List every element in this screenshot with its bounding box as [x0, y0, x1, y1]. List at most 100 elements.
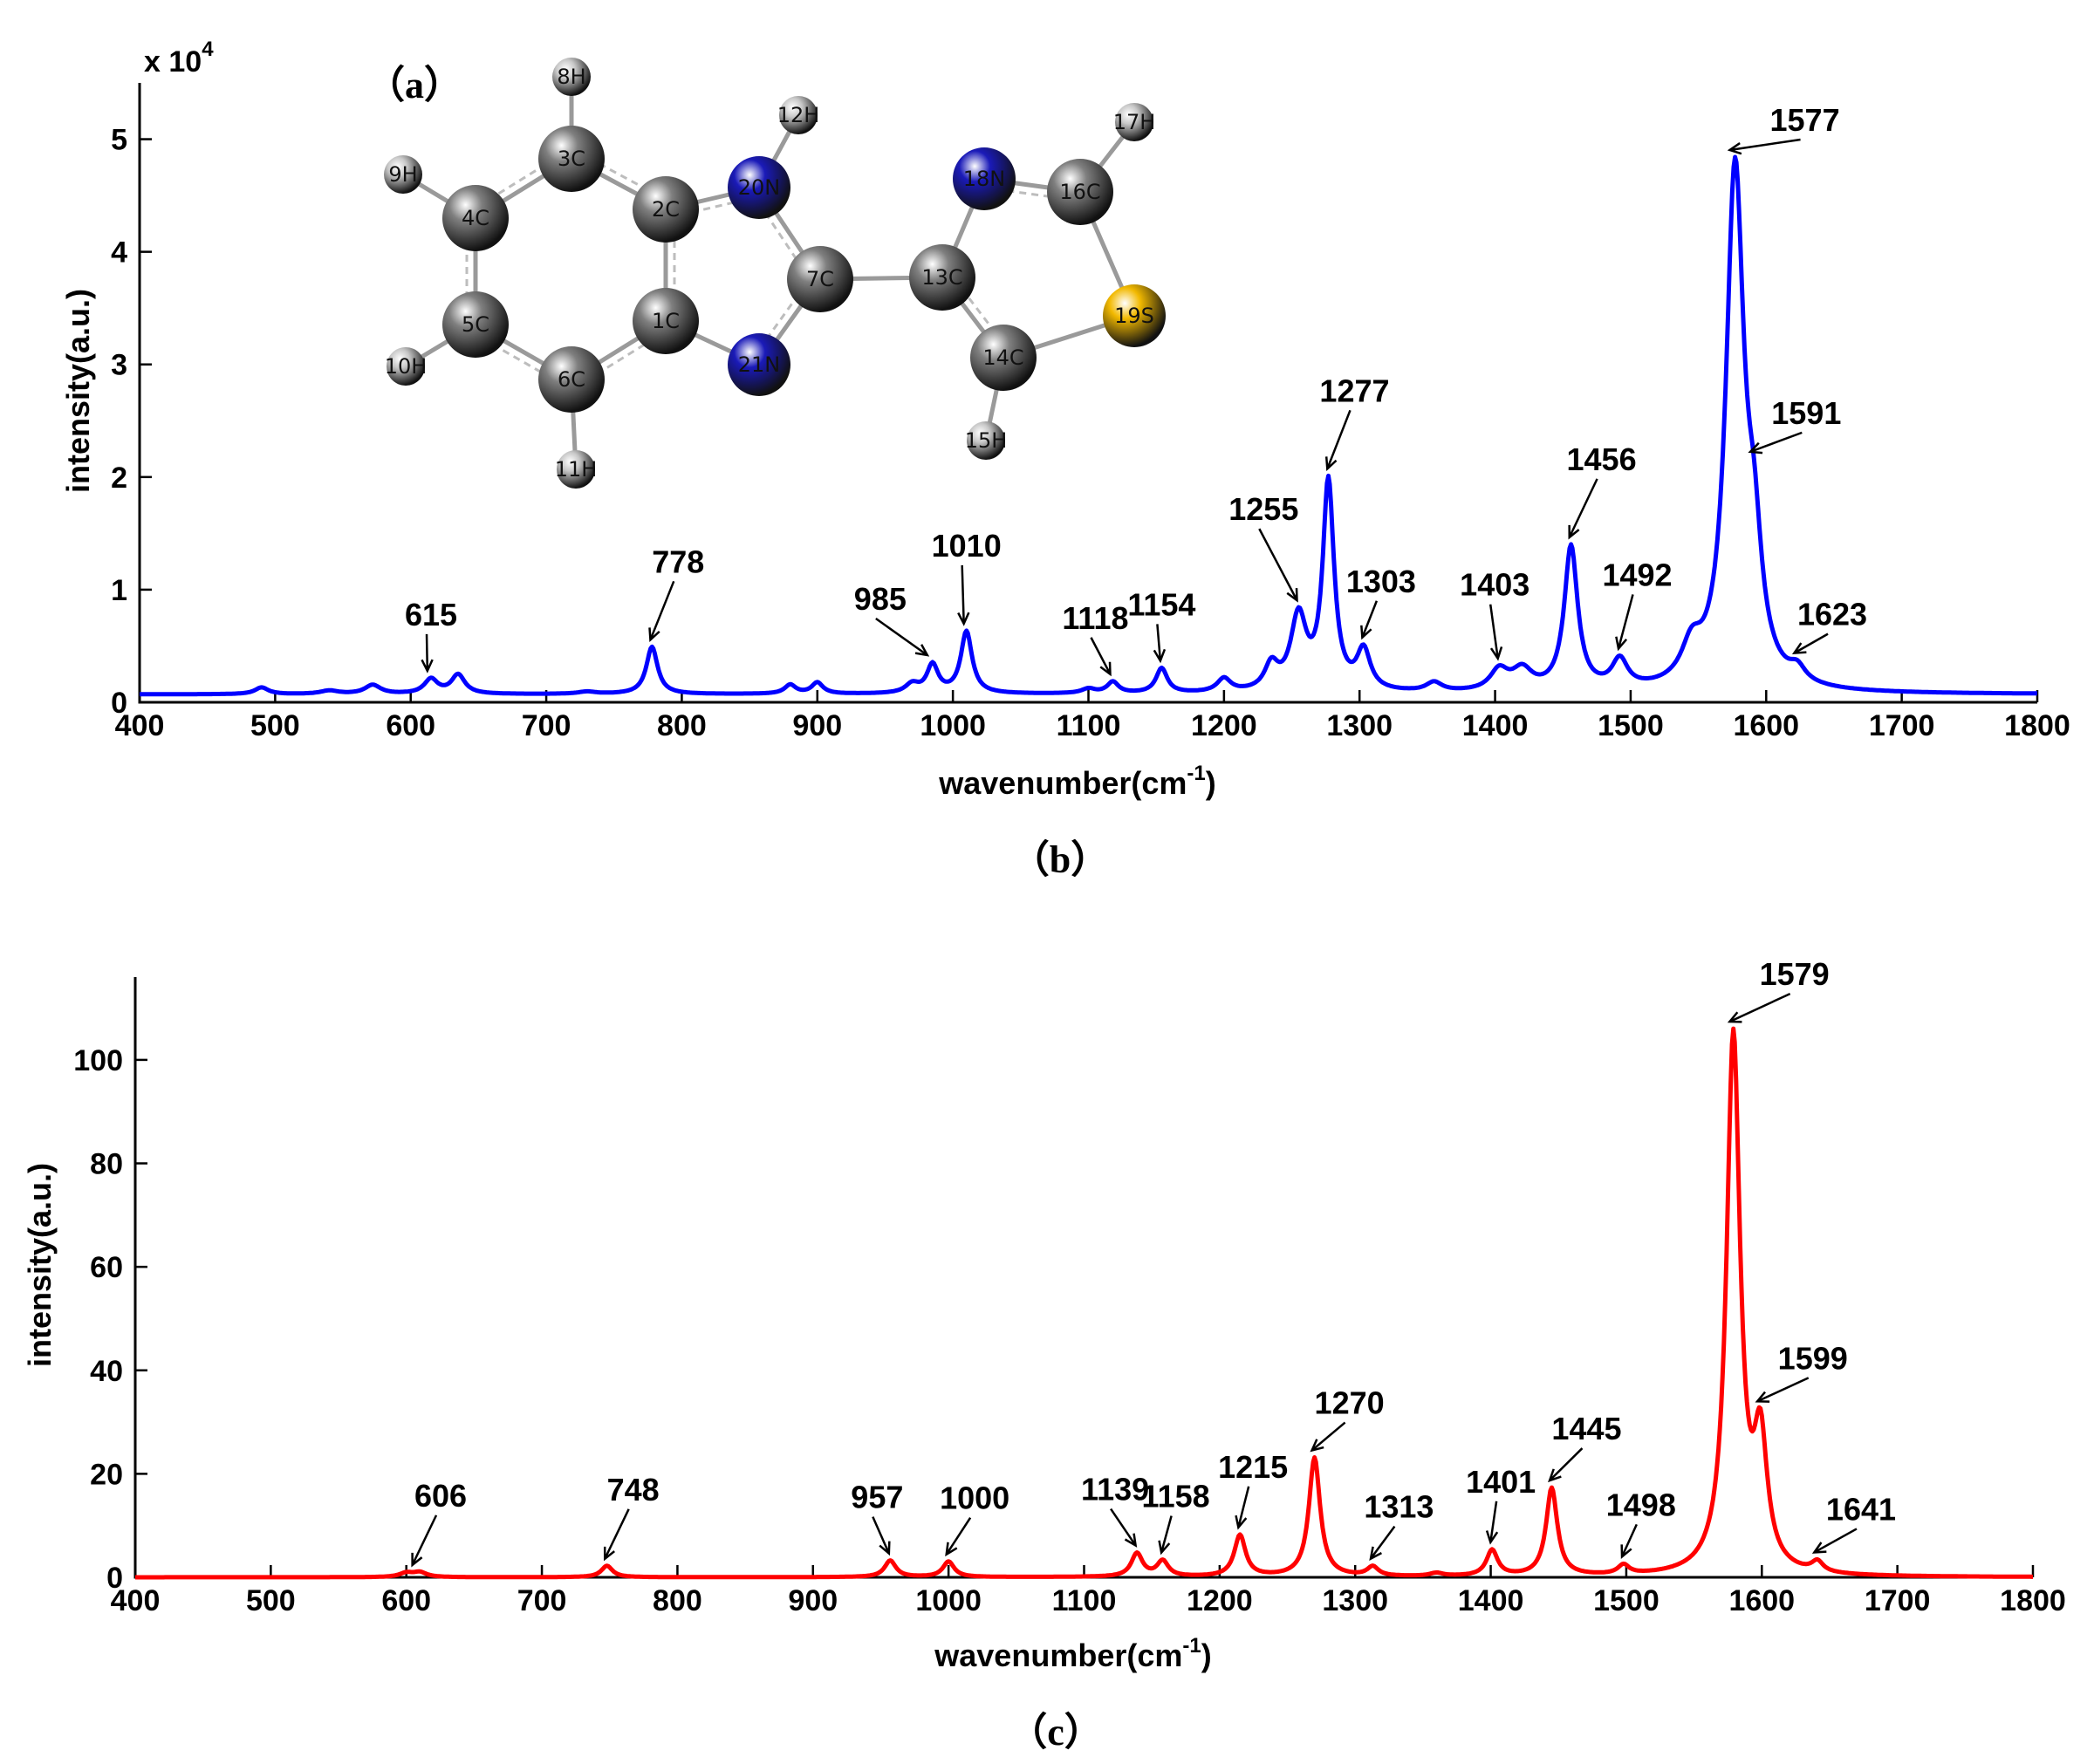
atom-label: 9H — [388, 162, 417, 187]
peak-arrow — [425, 633, 429, 671]
peak-annotation: 1401 — [1466, 1464, 1536, 1545]
peak-arrow-head — [914, 644, 930, 657]
panel-c-xlabel-sup: -1 — [1182, 1634, 1201, 1658]
y-tick-label: 80 — [90, 1148, 123, 1181]
peak-label: 1303 — [1346, 564, 1416, 599]
panel-b-xlabel-end: ) — [1206, 765, 1216, 801]
atom-18n: 18N — [953, 147, 1016, 210]
peak-arrow — [1361, 600, 1379, 639]
peak-label: 1255 — [1228, 491, 1298, 527]
atom-label: 6C — [558, 367, 585, 392]
peak-annotation: 1270 — [1310, 1385, 1385, 1453]
x-tick-label: 1000 — [915, 1584, 982, 1617]
peak-arrow — [1258, 528, 1298, 601]
peak-annotation: 957 — [851, 1480, 903, 1556]
peak-annotation: 985 — [854, 581, 930, 657]
x-tick-label: 1600 — [1733, 709, 1799, 742]
peak-arrow-head — [1489, 646, 1503, 661]
x-tick-label: 1400 — [1458, 1584, 1524, 1617]
x-tick-label: 1200 — [1187, 1584, 1253, 1617]
panel-b-multiplier-exp: 4 — [202, 38, 214, 61]
peak-arrow — [1568, 478, 1598, 538]
x-tick-label: 1200 — [1191, 709, 1257, 742]
x-tick-label: 1500 — [1593, 1584, 1659, 1617]
x-tick-label: 900 — [788, 1584, 838, 1617]
atom-sphere — [728, 156, 790, 219]
atom-11h: 11H — [555, 450, 597, 489]
x-tick-label: 1800 — [2000, 1584, 2066, 1617]
atom-label: 20N — [738, 175, 781, 200]
panel-b-spectrum-line — [139, 154, 2038, 697]
x-tick-label: 1700 — [1865, 1584, 1931, 1617]
peak-arrow-head — [1286, 588, 1298, 603]
panel-c-xlabel-base: wavenumber(cm — [934, 1638, 1182, 1673]
peak-annotation: 1303 — [1346, 564, 1416, 640]
atom-13c: 13C — [909, 244, 975, 311]
atom-sphere — [442, 185, 509, 251]
peak-arrow — [875, 617, 928, 657]
y-tick-label: 100 — [73, 1044, 123, 1077]
atom-label: 3C — [558, 147, 585, 171]
peak-label: 606 — [414, 1478, 467, 1514]
atom-label: 10H — [385, 354, 428, 379]
x-tick-label: 400 — [115, 709, 165, 742]
peak-arrow — [1728, 992, 1791, 1023]
peak-arrow — [649, 580, 675, 640]
atom-21n: 21N — [728, 333, 790, 396]
peak-arrow-head — [411, 1552, 423, 1568]
peak-annotation: 1255 — [1228, 491, 1298, 603]
y-tick-label: 1 — [111, 574, 127, 607]
y-tick-label: 2 — [111, 462, 127, 495]
peak-arrow — [1156, 624, 1162, 661]
peak-arrow-head — [1791, 642, 1807, 655]
panel-c-axes: 400 500 600 700 800 900 1000 1100 1200 1300 1400 15… — [73, 977, 2066, 1617]
peak-annotation: 1215 — [1218, 1449, 1288, 1530]
peak-arrow-head — [957, 612, 970, 626]
peak-arrow — [1793, 632, 1829, 654]
peak-arrow-head — [1568, 524, 1580, 540]
peak-annotation: 1623 — [1791, 597, 1867, 655]
atom-sphere — [779, 96, 818, 134]
peak-label: 1579 — [1760, 956, 1830, 992]
x-tick-label: 600 — [381, 1584, 431, 1617]
x-tick-label: 1000 — [920, 709, 986, 742]
x-tick-label: 800 — [653, 1584, 702, 1617]
peak-annotation: 615 — [405, 597, 457, 673]
spectrum-panel-c: 400 500 600 700 800 900 1000 1100 1200 1300 1400 15… — [22, 956, 2066, 1754]
molecule-bonds — [400, 74, 1137, 472]
peak-arrow-head — [1310, 1439, 1324, 1453]
peak-arrow-head — [603, 1546, 615, 1562]
peak-label: 778 — [652, 544, 704, 579]
atom-2c: 2C — [633, 176, 699, 243]
peak-annotation: 1403 — [1460, 567, 1529, 661]
x-tick-label: 1800 — [2004, 709, 2070, 742]
peak-arrow — [1237, 1486, 1250, 1528]
molecule-atoms: 1C 2C 3C 4C 5C 6C 7C 8H 9H 10H 11H 12H 13C 14C 15H 16C 1… — [384, 58, 1166, 489]
peak-arrow — [1160, 1515, 1173, 1553]
molecule-structure: （a） 1C 2C 3C 4C 5C 6C 7C 8H 9H 10H 11H 12H 13C 14C 15H… — [366, 58, 1166, 489]
spectrum-panel-b: 400 500 600 700 800 900 1000 1100 1200 1300 1400 15… — [60, 38, 2070, 881]
panel-b-ylabel: intensity(a.u.) — [60, 289, 96, 493]
peak-arrow-head — [1158, 1540, 1171, 1555]
atom-sphere — [552, 58, 591, 96]
atom-sphere — [633, 176, 699, 243]
peak-annotation: 1139 — [1081, 1472, 1149, 1548]
peak-label: 1445 — [1551, 1411, 1621, 1446]
atom-10h: 10H — [385, 347, 428, 386]
x-tick-label: 1100 — [1052, 1584, 1117, 1617]
x-tick-label: 1500 — [1598, 709, 1664, 742]
peak-arrow-head — [648, 627, 660, 642]
atom-label: 8H — [557, 65, 585, 89]
peak-arrow — [961, 564, 965, 624]
peak-arrow — [1489, 1501, 1498, 1543]
atom-label: 12H — [777, 103, 820, 127]
peak-annotation: 1591 — [1748, 395, 1841, 455]
peak-arrow — [872, 1516, 890, 1555]
y-tick-label: 60 — [90, 1251, 123, 1284]
atom-4c: 4C — [442, 185, 509, 251]
peak-arrow — [1756, 1377, 1810, 1403]
y-tick-label: 4 — [111, 236, 127, 270]
peak-arrow — [1488, 604, 1499, 659]
